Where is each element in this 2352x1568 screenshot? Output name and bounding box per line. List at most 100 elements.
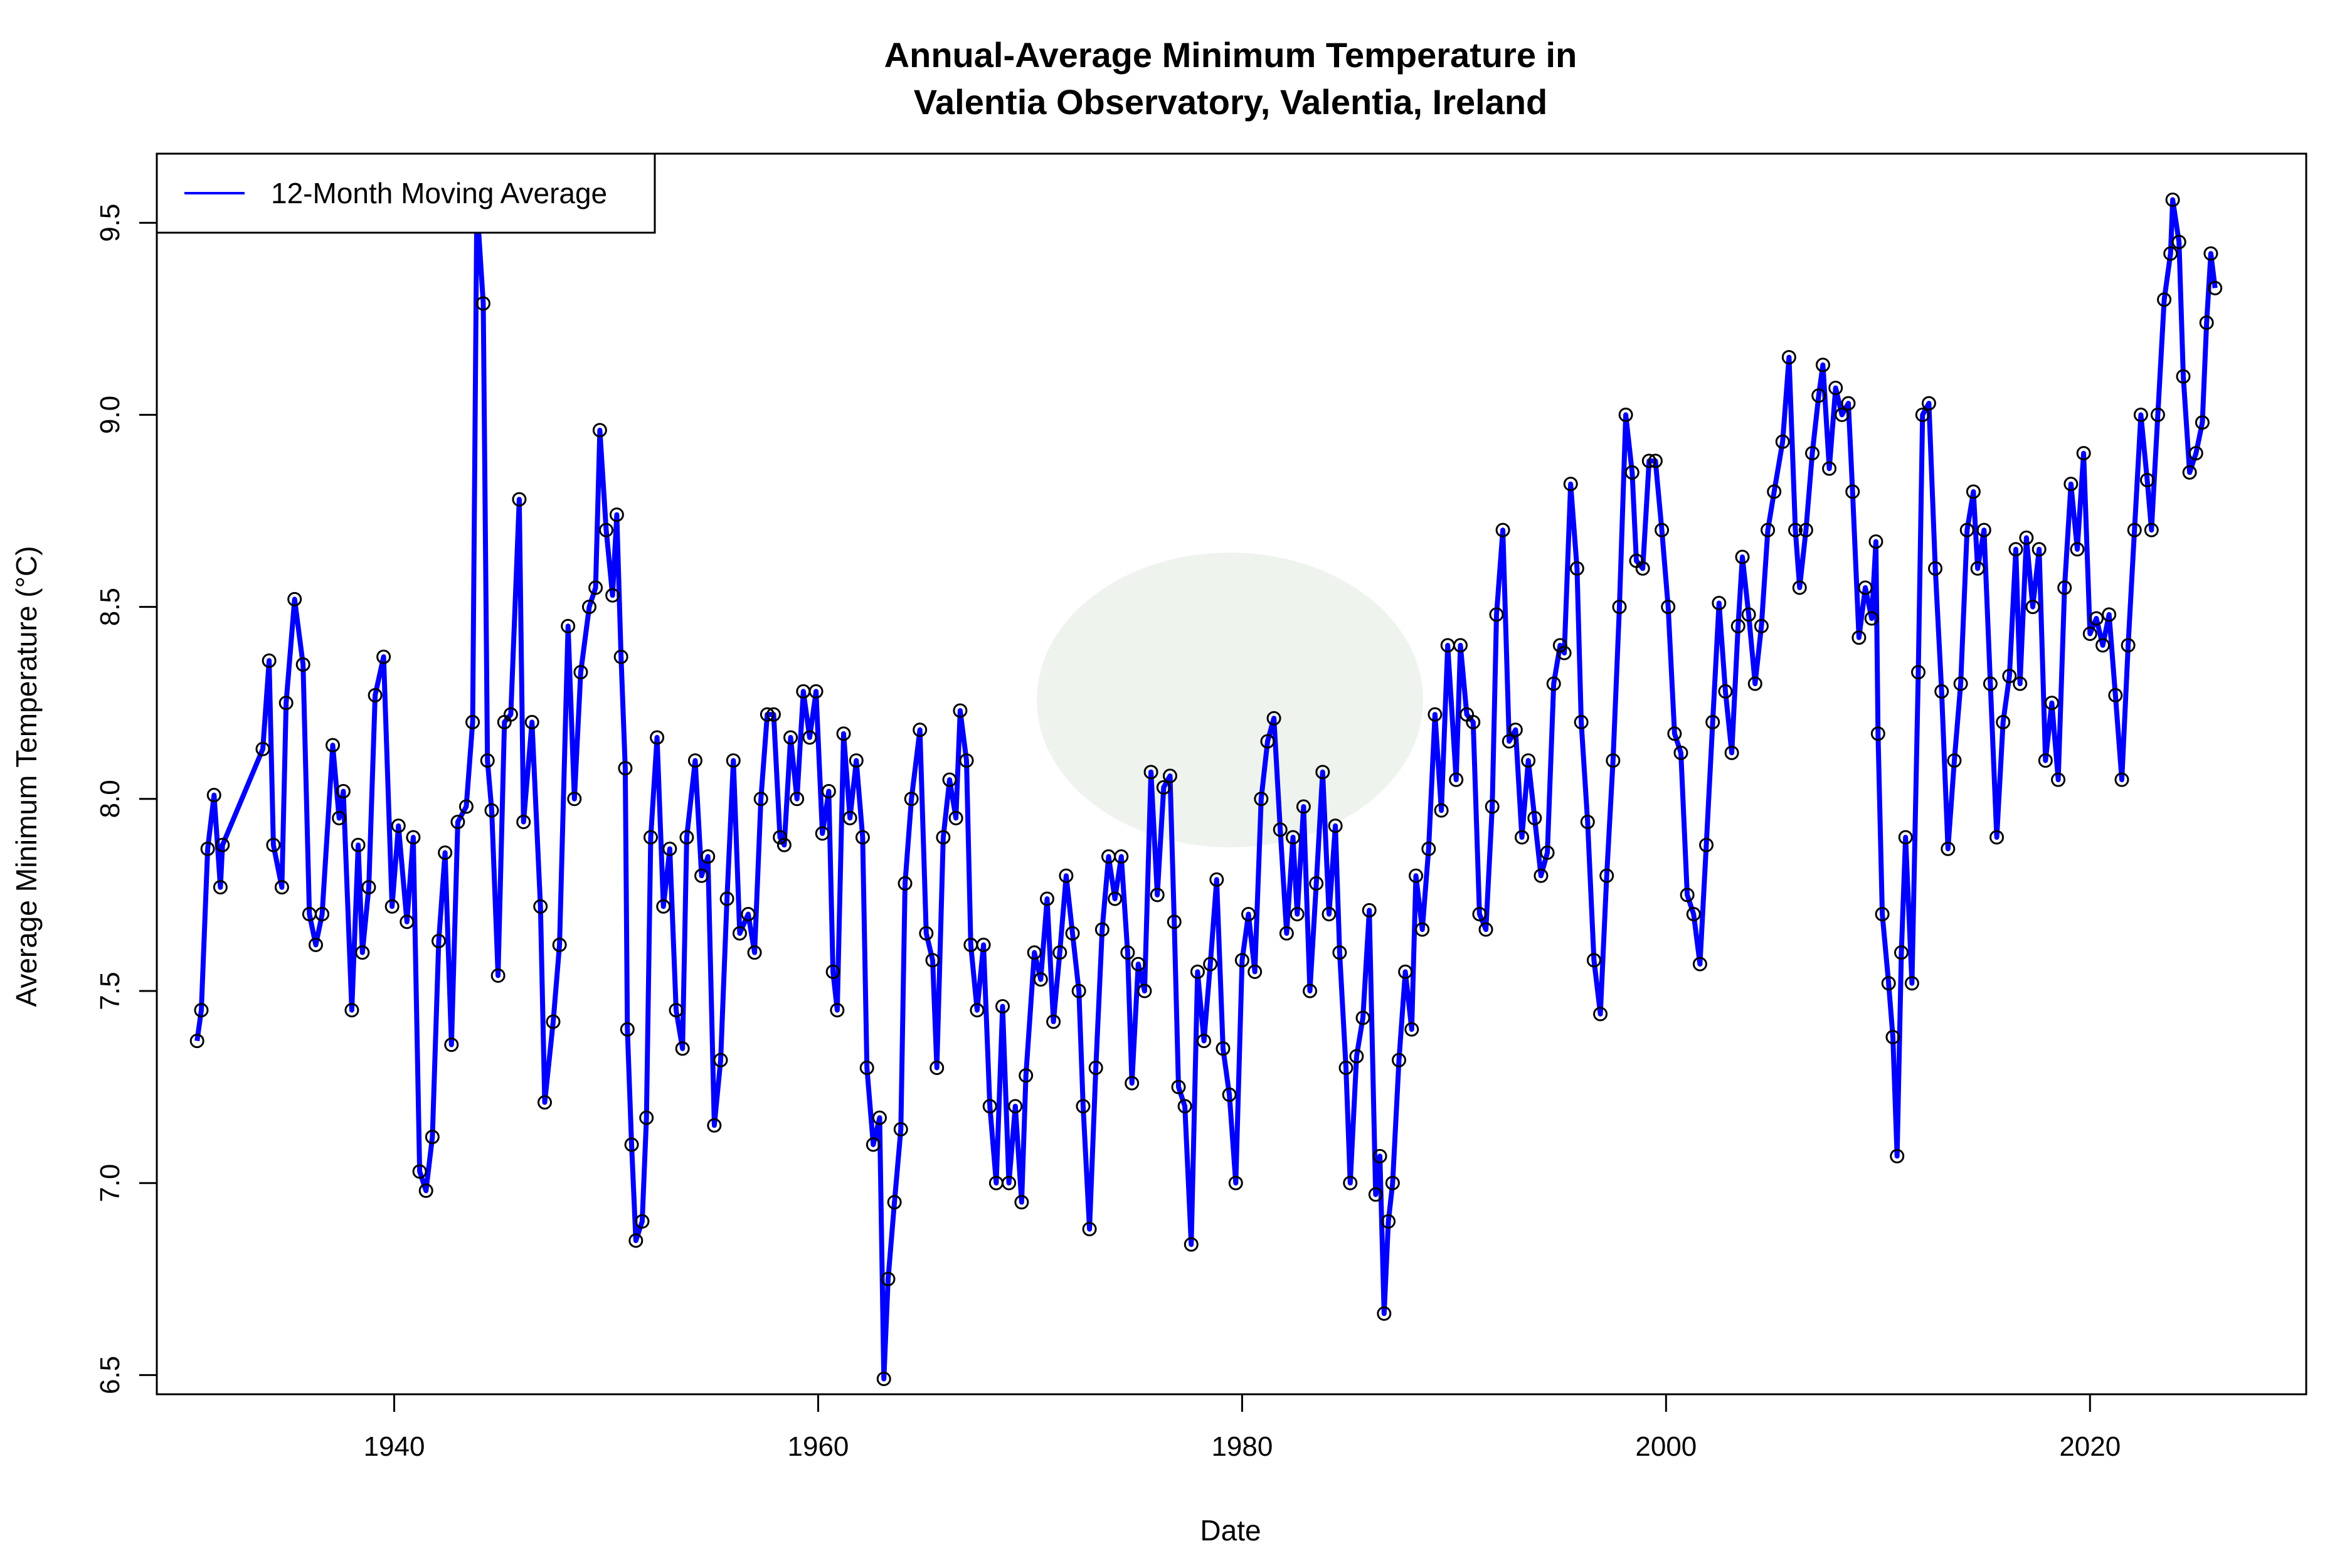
data-point (1515, 830, 1530, 845)
data-point (1279, 926, 1294, 941)
data-point (336, 784, 351, 799)
data-point (1254, 792, 1269, 807)
data-point (783, 730, 798, 745)
data-point (1008, 1099, 1023, 1114)
y-tick-label: 8.0 (95, 780, 125, 818)
data-point (1082, 1222, 1097, 1237)
y-tick-label: 9.0 (95, 396, 125, 434)
data-point (1309, 876, 1324, 891)
data-point (2121, 638, 2136, 653)
data-point (1234, 953, 1249, 968)
data-point (1343, 1175, 1358, 1190)
data-point (1222, 1087, 1237, 1102)
data-point (213, 880, 228, 895)
data-point (512, 492, 527, 507)
data-point (274, 880, 289, 895)
data-point (849, 753, 864, 768)
data-point (1805, 446, 1820, 461)
data-point (567, 792, 582, 807)
data-point (278, 696, 294, 711)
data-point (1296, 799, 1311, 814)
data-point (1033, 972, 1048, 987)
data-point (1921, 396, 1936, 411)
data-point (1002, 1175, 1017, 1190)
data-point (1039, 891, 1054, 906)
data-point (1162, 768, 1177, 783)
data-point (948, 810, 963, 825)
data-point (1822, 461, 1837, 476)
data-point (1209, 872, 1224, 887)
data-point (351, 837, 366, 852)
data-point (400, 914, 415, 930)
data-point (953, 703, 968, 718)
data-point (618, 761, 633, 776)
data-point (1088, 1060, 1103, 1075)
data-point (2051, 772, 2066, 787)
data-point (821, 784, 836, 799)
data-point (315, 907, 330, 922)
data-point (1019, 1068, 1034, 1083)
data-point (635, 1214, 650, 1229)
data-point (287, 591, 302, 607)
data-point (1612, 600, 1627, 615)
data-point (215, 837, 230, 852)
data-point (2002, 669, 2017, 684)
data-point (1692, 956, 1707, 972)
data-point (893, 1121, 908, 1136)
data-point (1114, 849, 1129, 864)
data-point (1989, 830, 2005, 845)
data-point (2008, 542, 2023, 557)
data-point (355, 945, 370, 960)
data-point (701, 849, 716, 864)
data-point (484, 803, 499, 818)
data-point (1409, 868, 1424, 883)
y-tick-label: 6.5 (95, 1356, 125, 1394)
data-point (1472, 907, 1487, 922)
data-point (588, 580, 603, 595)
data-point (1508, 723, 1523, 738)
data-point (1754, 618, 1769, 633)
data-point (1404, 1022, 1419, 1037)
data-point (859, 1060, 874, 1075)
data-point (643, 830, 658, 845)
data-point (726, 753, 741, 768)
data-point (776, 837, 792, 852)
data-point (1851, 630, 1867, 645)
data-point (1947, 753, 1962, 768)
data-point (412, 1164, 427, 1179)
data-point (1421, 841, 1436, 856)
data-point (1959, 522, 1974, 538)
data-point (537, 1095, 552, 1110)
data-point (1741, 607, 1756, 622)
data-point (1815, 358, 1830, 373)
data-point (2102, 607, 2117, 622)
data-point (1453, 638, 1468, 653)
data-point (1574, 714, 1589, 729)
data-point (266, 837, 281, 852)
data-point (925, 953, 940, 968)
data-point (836, 726, 851, 741)
data-point (2108, 687, 2123, 702)
data-point (2082, 626, 2097, 641)
y-tick-label: 7.0 (95, 1164, 125, 1202)
data-point (376, 649, 391, 664)
data-point (444, 1037, 459, 1052)
data-point (1953, 676, 1968, 691)
data-point (1120, 945, 1135, 960)
data-point (361, 880, 376, 895)
y-tick-label: 9.5 (95, 204, 125, 242)
data-point (1286, 830, 1301, 845)
x-axis: 1940 1960 1980 2000 2020 (364, 1393, 2121, 1462)
data-point (308, 938, 323, 953)
data-point (1569, 561, 1584, 576)
data-point (753, 792, 768, 807)
data-point (1338, 1060, 1353, 1075)
data-point (1699, 837, 1714, 852)
data-point (1890, 1148, 1905, 1163)
data-point (1864, 611, 1879, 626)
data-point (1303, 983, 1318, 999)
data-point (406, 830, 421, 845)
data-point (679, 830, 694, 845)
data-point (2070, 542, 2085, 557)
